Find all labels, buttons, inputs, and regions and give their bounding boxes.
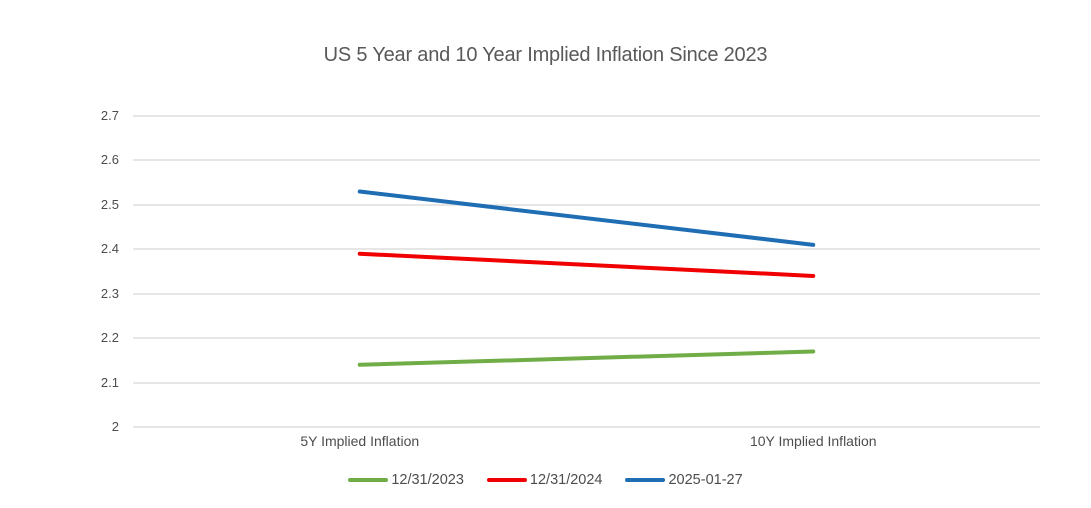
y-axis-tick-label: 2 [111, 419, 119, 434]
gridline [133, 337, 1040, 340]
gridline [133, 115, 1040, 117]
legend-label: 12/31/2023 [391, 472, 464, 488]
y-axis-tick-label: 2.6 [100, 152, 119, 168]
gridline [133, 248, 1040, 251]
legend-label: 2025-01-27 [668, 472, 743, 488]
gridline [133, 381, 1040, 384]
legend-line-swatch [625, 478, 666, 482]
chart-title: US 5 Year and 10 Year Implied Inflation … [323, 44, 768, 66]
legend-item: 12/31/2023 [348, 472, 464, 488]
y-axis-tick-label: 2.1 [100, 374, 119, 390]
y-axis-tick-label: 2.7 [100, 108, 119, 123]
gridline [133, 426, 1040, 428]
legend-line-swatch [486, 478, 527, 482]
y-axis-tick-label: 2.5 [100, 196, 119, 212]
gridline [133, 159, 1040, 162]
series-line [357, 251, 816, 278]
y-axis-tick-label: 2.4 [100, 241, 119, 257]
x-axis-category-label: 10Y Implied Inflation [749, 433, 877, 449]
gridline [133, 292, 1040, 295]
legend-label: 12/31/2024 [529, 472, 603, 488]
legend-item: 12/31/2024 [486, 472, 603, 488]
series-line [357, 349, 816, 367]
y-axis-tick-label: 2.2 [100, 330, 119, 346]
y-axis-tick-label: 2.3 [100, 285, 119, 301]
legend: 12/31/2023 12/31/2024 2025-01-27 [0, 470, 1091, 490]
series-line [357, 189, 816, 247]
x-axis-category-label: 5Y Implied Inflation [300, 433, 420, 449]
legend-line-swatch [348, 478, 389, 482]
gridline [133, 203, 1040, 206]
legend-item: 2025-01-27 [625, 472, 743, 488]
